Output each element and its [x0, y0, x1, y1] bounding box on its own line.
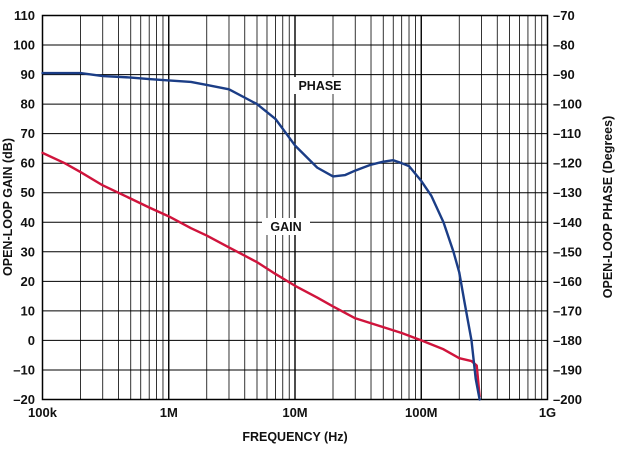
y2-tick-label: –110 — [553, 126, 581, 141]
series-line-gain — [41, 151, 481, 398]
y-tick-label: 10 — [21, 303, 35, 318]
plot-frame — [41, 14, 549, 401]
y-tick-label: 70 — [21, 126, 35, 141]
y-tick-label: 40 — [21, 215, 35, 230]
series-label-gain: GAIN — [270, 220, 301, 234]
y2-tick-label: –150 — [553, 244, 582, 259]
x-tick-label: 100k — [28, 405, 58, 420]
series-line-phase — [41, 71, 481, 401]
y-tick-label: 30 — [21, 244, 35, 259]
y2-tick-label: –190 — [553, 362, 582, 377]
y2-tick-label: –160 — [553, 274, 582, 289]
y2-tick-label: –140 — [553, 215, 582, 230]
x-tick-labels: 100k 1M 10M 100M 1G — [28, 405, 556, 420]
y2-tick-labels: –70 –80 –90 –100 –110 –120 –130 –140 –150 –160 –17… — [553, 8, 582, 407]
series-label-phase: PHASE — [298, 79, 341, 93]
y-tick-label: 20 — [21, 274, 35, 289]
x-tick-label: 1G — [539, 405, 556, 420]
y2-axis-title: OPEN-LOOP PHASE (Degrees) — [601, 116, 615, 298]
y2-tick-label: –70 — [553, 8, 575, 23]
y-tick-label: 110 — [14, 8, 35, 23]
y2-tick-label: –170 — [553, 303, 582, 318]
x-axis-title: FREQUENCY (Hz) — [242, 430, 347, 444]
x-tick-label: 1M — [160, 405, 178, 420]
y2-tick-label: –120 — [553, 156, 582, 171]
y-tick-label: –10 — [13, 362, 35, 377]
y2-tick-label: –200 — [553, 392, 582, 407]
y2-tick-label: –80 — [553, 38, 575, 53]
y2-tick-label: –130 — [553, 185, 582, 200]
y-tick-label: 60 — [21, 156, 35, 171]
x-tick-label: 10M — [282, 405, 307, 420]
y2-tick-label: –180 — [553, 333, 582, 348]
y2-tick-label: –100 — [553, 97, 582, 112]
y-tick-label: 0 — [28, 333, 35, 348]
series-label-background — [291, 77, 349, 94]
series-lines — [41, 71, 481, 401]
y2-tick-label: –90 — [553, 67, 575, 82]
y-axis-title: OPEN-LOOP GAIN (dB) — [1, 138, 15, 276]
y-tick-label: 100 — [13, 38, 35, 53]
x-tick-label: 100M — [405, 405, 438, 420]
y-tick-label: 80 — [21, 97, 35, 112]
y-tick-label: –20 — [13, 392, 35, 407]
y-tick-label: 50 — [21, 185, 35, 200]
y-tick-label: 90 — [21, 67, 35, 82]
series-labels: GAIN PHASE — [262, 77, 349, 235]
series-label-background — [262, 218, 310, 235]
